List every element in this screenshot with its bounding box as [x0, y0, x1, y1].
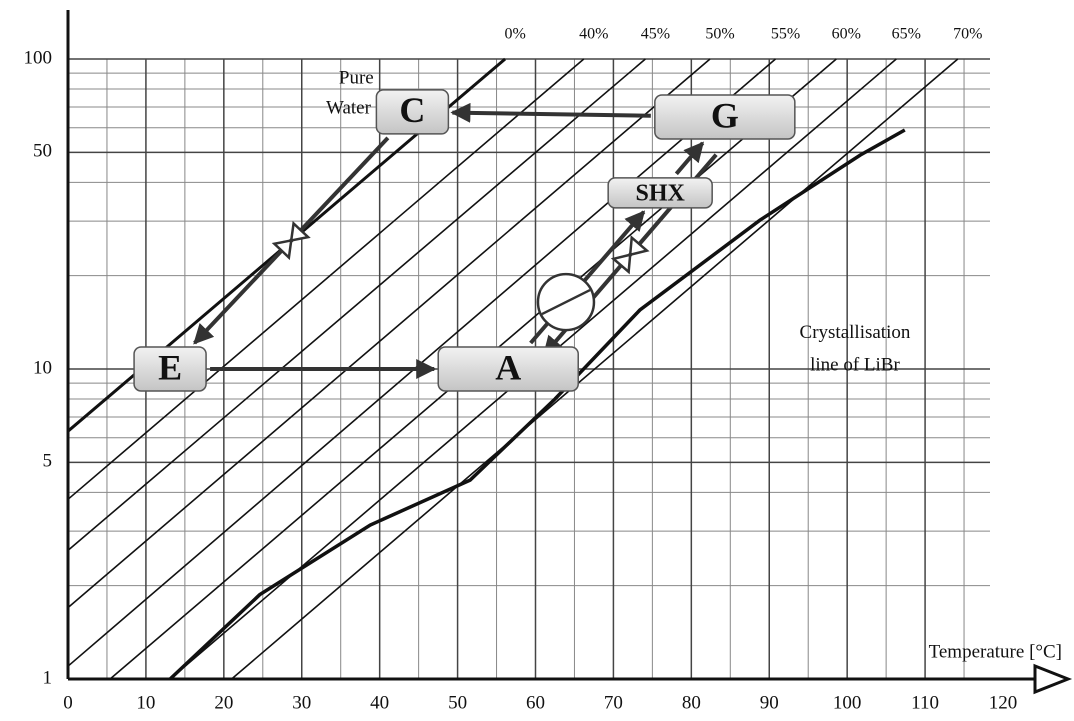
x-tick-label: 50 [448, 692, 467, 713]
x-tick-label: 30 [292, 692, 311, 713]
x-tick-label: 90 [760, 692, 779, 713]
y-tick-label: 1 [43, 667, 53, 688]
valve [610, 235, 650, 275]
state-point-label: G [711, 95, 739, 135]
x-tick-label: 70 [604, 692, 623, 713]
y-tick-label: 50 [33, 141, 52, 162]
x-tick-label: 120 [989, 692, 1018, 713]
x-tick-label: 110 [911, 692, 939, 713]
state-point-label: A [495, 347, 521, 387]
x-axis-label: Temperature [°C] [929, 641, 1062, 662]
x-tick-label: 0 [63, 692, 73, 713]
crystallisation-line [168, 128, 906, 681]
x-tick-label: 10 [136, 692, 155, 713]
valve [271, 220, 311, 261]
x-tick-label: 100 [833, 692, 862, 713]
flow-arrow [674, 141, 705, 176]
state-point [437, 346, 579, 392]
annotation: Water [326, 97, 372, 118]
annotation: Pure [339, 68, 374, 89]
y-tick-label: 5 [43, 451, 53, 472]
concentration-label: 0% [504, 26, 525, 43]
state-point [607, 177, 713, 209]
pump-symbol [541, 288, 591, 316]
concentration-label: 65% [892, 26, 921, 43]
y-tick-label: 100 [24, 47, 53, 68]
concentration-line [67, 58, 585, 500]
concentration-line [67, 58, 646, 552]
concentration-label: 60% [832, 26, 861, 43]
state-point-label: SHX [635, 180, 685, 206]
y-tick-label: 10 [33, 357, 52, 378]
concentration-label: 55% [771, 26, 800, 43]
state-point [375, 89, 450, 135]
state-point [654, 94, 796, 140]
x-tick-label: 80 [682, 692, 701, 713]
concentration-label: 50% [705, 26, 734, 43]
x-tick-label: 20 [214, 692, 233, 713]
state-point-label: C [399, 90, 425, 130]
x-tick-label: 60 [526, 692, 545, 713]
concentration-line [231, 58, 959, 680]
annotation: Crystallisation [800, 322, 911, 343]
flow-arrow [450, 102, 651, 123]
concentration-label: 70% [953, 26, 982, 43]
x-axis-arrow [1033, 663, 1073, 695]
state-point-label: E [158, 347, 182, 387]
concentration-label: 40% [579, 26, 608, 43]
concentration-label: 45% [641, 26, 670, 43]
annotation: line of LiBr [810, 355, 900, 376]
state-point [133, 346, 207, 392]
x-tick-label: 40 [370, 692, 389, 713]
concentration-line [67, 58, 711, 609]
